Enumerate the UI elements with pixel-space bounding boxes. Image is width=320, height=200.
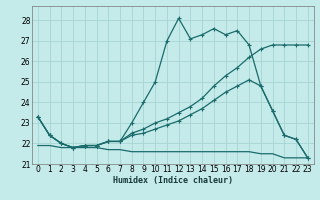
X-axis label: Humidex (Indice chaleur): Humidex (Indice chaleur) bbox=[113, 176, 233, 185]
